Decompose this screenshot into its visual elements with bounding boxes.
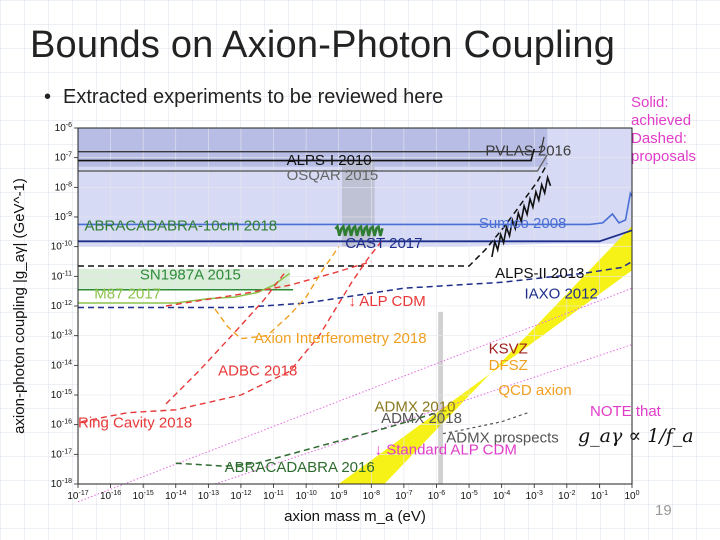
experiment-label-m87-2017: M87 2017 [94, 286, 161, 303]
experiment-label-admx-2010: ADMX 2010 [375, 398, 456, 415]
x-tick-label: 10-5 [460, 490, 477, 502]
experiment-label-ring-cavity-2018: Ring Cavity 2018 [78, 415, 192, 432]
experiment-label-dfsz: DFSZ [489, 357, 528, 374]
y-tick-label: 10-13 [51, 330, 72, 342]
bullet-dot: • [44, 86, 52, 108]
experiment-label-pvlas-2016: PVLAS 2016 [485, 142, 571, 159]
bullet-text: Extracted experiments to be reviewed her… [63, 86, 444, 108]
x-tick-label: 10-10 [295, 490, 316, 502]
x-tick-label: 10-12 [230, 490, 251, 502]
legend-note-line: achieved [631, 112, 692, 129]
legend-note: Solid: achieved Dashed: proposals [631, 94, 696, 166]
adbc-line [165, 269, 288, 405]
note-label: NOTE that [590, 403, 662, 420]
m87-line [78, 272, 291, 304]
experiment-label-admx-2018: ADMX 2018 [381, 410, 462, 427]
experiment-label-abracadabra-2016: ABRACADABRA 2016 [225, 459, 375, 476]
x-tick-label: 10-13 [198, 490, 219, 502]
x-tick-label: 10-3 [526, 490, 543, 502]
slide-title: Bounds on Axion-Photon Coupling [30, 24, 616, 66]
abracadabra-10cm-line [334, 223, 384, 237]
experiment-label-admx-prospects: ADMX prospects [446, 429, 559, 446]
x-tick-label: 10-6 [428, 490, 445, 502]
admx-vertical-band [438, 311, 443, 484]
osqar-line [78, 154, 548, 172]
axion-interferometry-line [214, 246, 340, 340]
experiment-label-osqar-2015: OSQAR 2015 [287, 167, 379, 184]
x-tick-label: 10-2 [558, 490, 575, 502]
experiment-label-axion-interferometry-2018: Axion Interferometry 2018 [254, 330, 427, 347]
ring-cavity-line [81, 237, 385, 423]
y-tick-label: 10-6 [55, 122, 72, 134]
admx-prospects-line [442, 412, 528, 435]
x-tick-label: 10-17 [67, 490, 88, 502]
abracadabra-2016-line [175, 412, 437, 467]
x-tick-label: 10-15 [133, 490, 154, 502]
y-tick-label: 10-18 [51, 478, 72, 490]
cast-line [78, 229, 633, 243]
y-tick-label: 10-9 [55, 211, 72, 223]
x-tick-label: 10-4 [493, 490, 510, 502]
y-tick-label: 10-17 [51, 448, 72, 460]
experiment-label-alps-ii-2013: ALPS-II 2013 [495, 265, 584, 282]
x-axis-label: axion mass m_a (eV) [284, 508, 426, 525]
experiment-label-sumico-2008: Sumico 2008 [479, 215, 567, 232]
y-tick-label: 10-14 [51, 359, 72, 371]
legend-note-line: Solid: [631, 94, 669, 111]
x-tick-label: 10-11 [263, 490, 284, 502]
pvlas-line [78, 136, 545, 153]
y-tick-label: 10-16 [51, 419, 72, 431]
x-tick-label: 10-7 [395, 490, 412, 502]
experiment-label-ksvz: KSVZ [489, 340, 528, 357]
alps-ii-line [78, 163, 548, 267]
y-tick-label: 10-8 [55, 181, 72, 193]
experiment-label-sn1987a-2015: SN1987A 2015 [140, 266, 241, 283]
y-tick-label: 10-15 [51, 389, 72, 401]
legend-note-line: Dashed: [631, 130, 687, 147]
iaxo-line [78, 260, 633, 309]
theory-line [77, 287, 633, 503]
page-number: 19 [655, 502, 672, 519]
y-axis-label: axion-photon coupling |g_aγ| (GeV^-1) [11, 178, 28, 434]
y-tick-label: 10-7 [55, 152, 72, 164]
x-tick-label: 100 [624, 490, 639, 502]
y-tick-label: 10-12 [51, 300, 72, 312]
experiment-label-adbc-2018: ADBC 2018 [218, 363, 297, 380]
alp-cdm-line [165, 260, 372, 307]
sumico-line [78, 190, 633, 226]
y-tick-label: 10-11 [51, 270, 72, 282]
experiment-label-cast-2017: CAST 2017 [345, 235, 422, 252]
x-tick-label: 10-16 [100, 490, 121, 502]
x-tick-label: 10-14 [165, 490, 186, 502]
bullet-item: • Extracted experiments to be reviewed he… [44, 86, 443, 109]
experiment-label--alp-cdm: ↓ ALP CDM [348, 293, 425, 310]
sn1987a-region [78, 268, 290, 290]
x-tick-label: 10-9 [330, 490, 347, 502]
legend-note-line: proposals [631, 148, 697, 165]
haloscope-line [491, 174, 552, 258]
experiment-label-alps-i-2010: ALPS-I 2010 [287, 152, 372, 169]
y-tick-label: 10-10 [51, 241, 72, 253]
experiment-label-abracadabra-10cm-2018: ABRACADABRA-10cm 2018 [85, 217, 278, 234]
alps-i-line [78, 148, 535, 162]
experiment-label-iaxo-2012: IAXO 2012 [524, 286, 597, 303]
x-tick-label: 10-1 [591, 490, 608, 502]
experiment-label--standard-alp-cdm: ↓ Standard ALP CDM [375, 441, 517, 458]
experiment-label-qcd-axion: QCD axion [498, 382, 571, 399]
excluded-region-lsw [78, 128, 548, 167]
note-formula: g_aγ ∝ 1/f_a [578, 425, 694, 447]
x-tick-label: 10-8 [363, 490, 380, 502]
